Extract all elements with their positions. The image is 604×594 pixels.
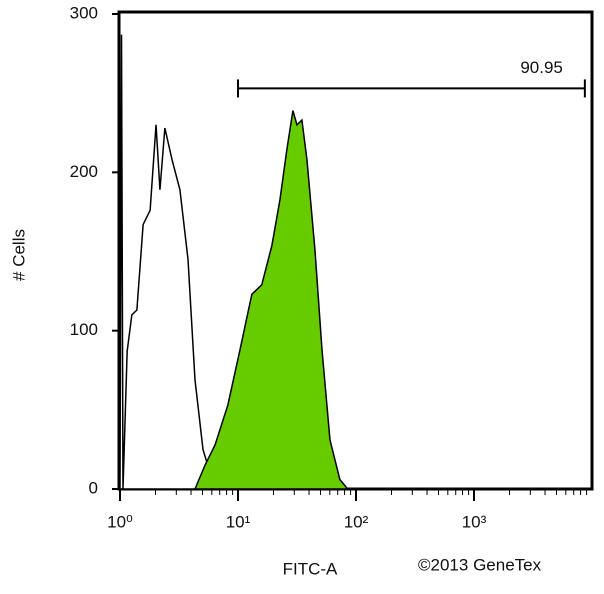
x-tick-label: 10¹ <box>226 512 251 531</box>
x-tick-label: 10³ <box>462 512 487 531</box>
y-tick-label: 100 <box>70 320 98 339</box>
x-tick-label: 10⁰ <box>107 512 133 531</box>
y-tick-label: 200 <box>70 162 98 181</box>
y-tick-label: 0 <box>89 478 98 497</box>
y-tick-label: 300 <box>70 3 98 22</box>
area <box>193 110 350 490</box>
x-axis-label: FITC-A <box>283 559 338 578</box>
area <box>119 34 224 490</box>
x-tick-label: 10² <box>344 512 369 531</box>
gate-label: 90.95 <box>520 58 563 77</box>
credit: ©2013 GeneTex <box>418 555 542 574</box>
y-axis-label: # Cells <box>9 229 28 281</box>
